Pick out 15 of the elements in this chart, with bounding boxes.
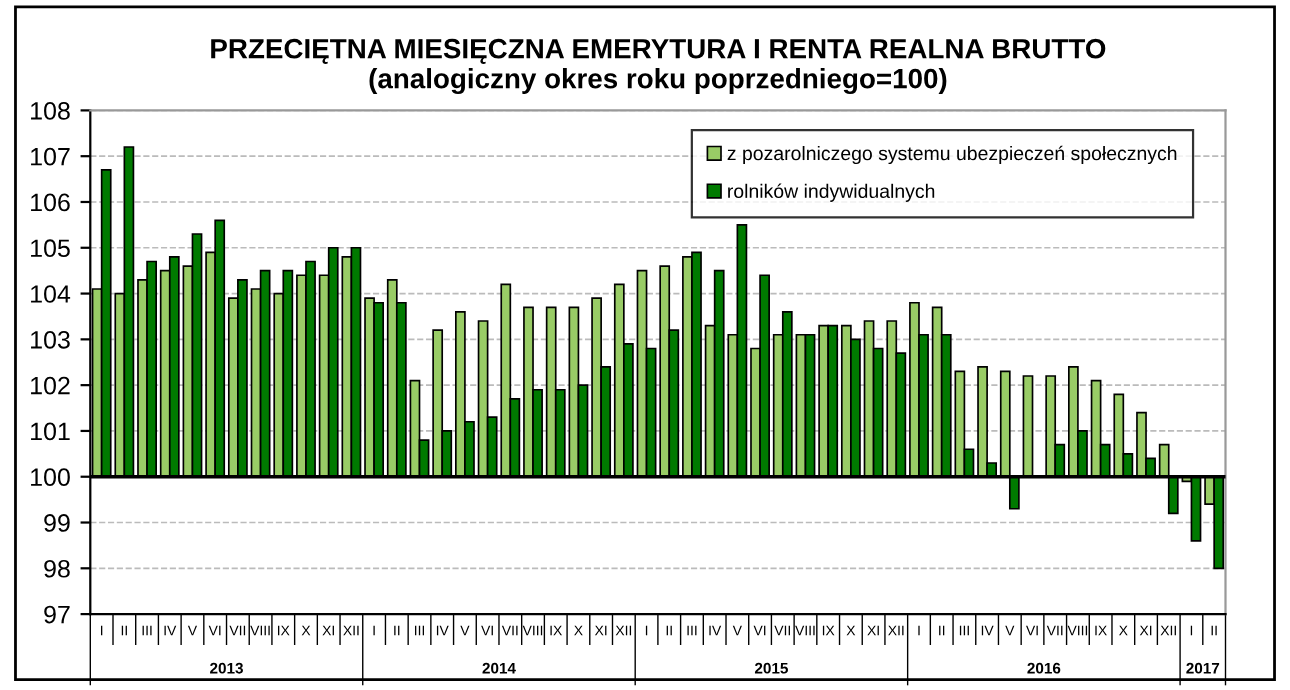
y-tick-label: 99 [44, 514, 70, 532]
chart-title: PRZECIĘTNA MIESIĘCZNA EMERYTURA I RENTA REALNA BRUTTO (analogiczny okres roku poprzedniego=100) [211, 38, 1106, 95]
y-tick-label: 102 [31, 376, 70, 395]
y-tick-label: 106 [31, 193, 70, 212]
y-tick-label: 103 [31, 330, 70, 349]
y-tick-label: 105 [31, 239, 70, 258]
y-tick-label: 108 [31, 102, 70, 120]
y-tick-label: 98 [44, 559, 70, 578]
legend-label: z pozarolniczego systemu ubezpieczeń społecznych [727, 145, 1177, 165]
y-tick-label: 104 [31, 285, 71, 303]
y-tick-label: 107 [31, 147, 70, 166]
legend-label: rolników indywidualnych [728, 183, 935, 202]
y-tick-label: 101 [31, 422, 70, 441]
y-tick-label: 97 [44, 605, 70, 624]
y-tick-label: 100 [31, 468, 70, 487]
